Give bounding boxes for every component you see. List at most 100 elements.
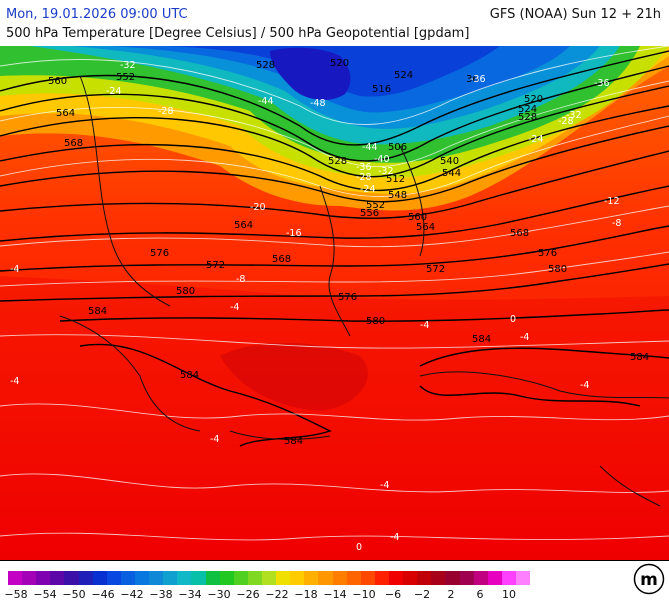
temp-band-0 (0, 276, 669, 560)
legend-label: −2 (413, 588, 431, 601)
legend-label: −30 (207, 588, 231, 601)
geopotential-label: 556 (360, 208, 379, 219)
geopotential-label: 520 (330, 58, 349, 69)
geopotential-label: 572 (426, 264, 445, 275)
geopotential-label: 580 (548, 264, 567, 275)
geopotential-label: 580 (366, 316, 385, 327)
geopotential-label: 580 (176, 286, 195, 297)
legend-swatch (501, 571, 516, 585)
temperature-label: 0 (510, 314, 516, 325)
legend-swatch (515, 571, 531, 585)
geopotential-label: 524 (394, 70, 413, 81)
temperature-label: -36 (470, 74, 486, 85)
temperature-label: -8 (612, 218, 621, 229)
coastlines (59, 75, 669, 507)
geopotential-label: 584 (180, 370, 199, 381)
geopotential-label: 560 (408, 212, 427, 223)
legend-swatch (261, 571, 277, 585)
legend-swatch (374, 571, 389, 585)
legend-swatch (219, 571, 234, 585)
temperature-label: -8 (236, 274, 245, 285)
temperature-label: -4 (520, 332, 529, 343)
legend-label: −6 (384, 588, 402, 601)
geopotential-label: 564 (416, 222, 435, 233)
legend-label: −46 (91, 588, 115, 601)
temperature-label: -40 (374, 154, 390, 165)
temperature-label: -4 (580, 380, 589, 391)
geopotential-label: 552 (366, 200, 385, 211)
legend-label: −18 (294, 588, 318, 601)
legend-swatch (445, 571, 460, 585)
temperature-label: -24 (360, 184, 376, 195)
legend-label: 2 (447, 588, 455, 601)
legend-swatch (134, 571, 150, 585)
legend-swatch (92, 571, 107, 585)
geopotential-label: 568 (64, 138, 83, 149)
legend-swatch (276, 571, 291, 585)
temperature-label: -28 (158, 106, 174, 117)
provider-logo[interactable]: m (633, 563, 665, 595)
temperature-label: -36 (594, 78, 610, 89)
legend-label: 6 (476, 588, 484, 601)
geopotential-label: 568 (510, 228, 529, 239)
temperature-label: -4 (10, 376, 19, 387)
legend-swatch (346, 571, 361, 585)
weather-map[interactable]: 560 552 564 568 528 520 516 524 36 520 524 528 528 50… (0, 46, 669, 560)
legend-label: −26 (236, 588, 260, 601)
temperature-label: -24 (106, 86, 122, 97)
temperature-label: -4 (380, 480, 389, 491)
legend-swatch (205, 571, 220, 585)
geopotential-label: 576 (150, 248, 169, 259)
logo-mark: m (640, 570, 658, 590)
temperature-label: -44 (258, 96, 274, 107)
geopotential-label: 520 (524, 94, 543, 105)
geopotential-contours (0, 50, 669, 447)
legend-swatch (332, 571, 347, 585)
geopotential-label: 584 (284, 436, 303, 447)
geopotential-label: 528 (328, 156, 347, 167)
legend-swatch (50, 571, 65, 585)
legend-swatch (8, 571, 23, 585)
geopotential-label: 568 (272, 254, 291, 265)
geopotential-label: 540 (440, 156, 459, 167)
legend-swatch (233, 571, 248, 585)
geopotential-label: 584 (630, 352, 649, 363)
legend-label: −22 (265, 588, 289, 601)
geopotential-label: 528 (256, 60, 275, 71)
legend-swatch (403, 571, 418, 585)
geopotential-label: 584 (472, 334, 491, 345)
geopotential-label: 572 (206, 260, 225, 271)
temperature-labels: -24-28-32-44 -48-36 -36-32-28-24-44-40-36-… (10, 60, 621, 553)
color-legend: −58 −54 −50 −46 −42 −38 −34 −30 −26 −22 −18 −14 −10−… (0, 560, 669, 601)
legend-swatch (120, 571, 135, 585)
geopotential-label: 560 (48, 76, 67, 87)
geopotential-label: 584 (88, 306, 107, 317)
geopotential-label: 544 (442, 168, 461, 179)
legend-label: −42 (120, 588, 144, 601)
geopotential-label: 576 (538, 248, 557, 259)
temperature-label: -12 (604, 196, 620, 207)
legend-swatch (64, 571, 79, 585)
geopotential-label: 516 (372, 84, 391, 95)
legend-label: −38 (149, 588, 173, 601)
legend-color-bar (8, 571, 531, 585)
temperature-label: -4 (210, 434, 219, 445)
temperature-label: -20 (250, 202, 266, 213)
logo-circle (633, 563, 665, 595)
legend-swatch (290, 571, 305, 585)
legend-swatch (177, 571, 192, 585)
legend-swatch (487, 571, 502, 585)
warm-core (220, 342, 368, 411)
geopotential-label: 524 (518, 104, 537, 115)
temperature-label: 0 (356, 542, 362, 553)
model-run-info: GFS (NOAA) Sun 12 + 21h (489, 7, 661, 22)
legend-swatch (388, 571, 404, 585)
map-header: Mon, 19.01.2026 09:00 UTC GFS (NOAA) Sun… (0, 0, 669, 46)
legend-swatch (473, 571, 488, 585)
legend-labels: −58 −54 −50 −46 −42 −38 −34 −30 −26 −22 −18 −14 −10−… (4, 588, 548, 601)
temperature-label: -44 (362, 142, 378, 153)
legend-swatch (304, 571, 319, 585)
geopotential-label: 512 (386, 174, 405, 185)
legend-label: −50 (62, 588, 86, 601)
